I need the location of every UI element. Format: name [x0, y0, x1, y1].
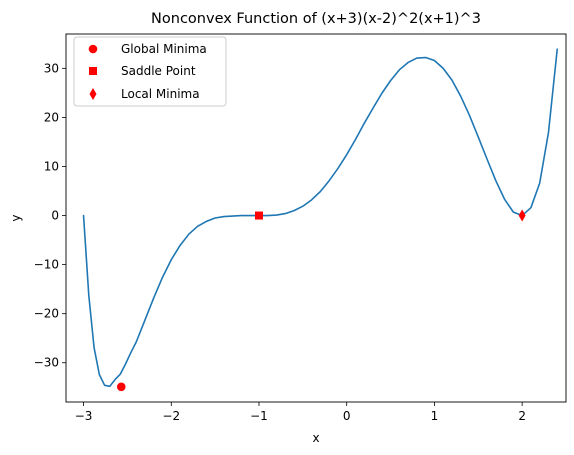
- legend-label-saddle-point: Saddle Point: [121, 64, 196, 78]
- y-axis-ticks: −30 −20 −10 0 10 20 30: [34, 61, 66, 370]
- legend: Global Minima Saddle Point Local Minima: [73, 36, 227, 107]
- legend-marker-circle: [88, 44, 98, 54]
- x-tick-label: 1: [431, 409, 439, 423]
- legend-label-local-minima: Local Minima: [121, 87, 200, 101]
- x-axis-ticks: −3 −2 −1 0 1 2: [75, 402, 526, 423]
- x-tick-label: 0: [343, 409, 351, 423]
- marker-local-minima: [518, 209, 526, 222]
- y-tick-label: 20: [44, 110, 59, 124]
- legend-marker-diamond: [89, 88, 97, 100]
- marker-saddle-point: [254, 211, 263, 220]
- legend-entry-local-minima: Local Minima: [89, 87, 200, 101]
- markers-layer: [116, 209, 526, 392]
- axes-frame: [65, 33, 567, 403]
- legend-box: [73, 36, 227, 107]
- x-tick-label: 2: [518, 409, 526, 423]
- y-tick-label: 30: [44, 61, 59, 75]
- x-tick-label: −1: [250, 409, 268, 423]
- chart-title: Nonconvex Function of (x+3)(x-2)^2(x+1)^…: [151, 11, 481, 27]
- series-line: [82, 48, 559, 388]
- y-axis-label: y: [9, 214, 23, 221]
- legend-entry-saddle-point: Saddle Point: [89, 64, 196, 78]
- x-axis-label: x: [312, 431, 319, 445]
- x-tick-label: −2: [162, 409, 180, 423]
- plot-area: [82, 48, 559, 392]
- y-tick-label: 10: [44, 159, 59, 173]
- y-tick-label: −30: [34, 356, 59, 370]
- y-tick-label: −20: [34, 307, 59, 321]
- y-tick-label: 0: [51, 209, 59, 223]
- legend-marker-square: [89, 67, 97, 75]
- marker-global-minima: [116, 382, 126, 392]
- legend-label-global-minima: Global Minima: [121, 42, 207, 56]
- x-tick-label: −3: [75, 409, 93, 423]
- legend-entry-global-minima: Global Minima: [88, 42, 207, 56]
- y-tick-label: −10: [34, 258, 59, 272]
